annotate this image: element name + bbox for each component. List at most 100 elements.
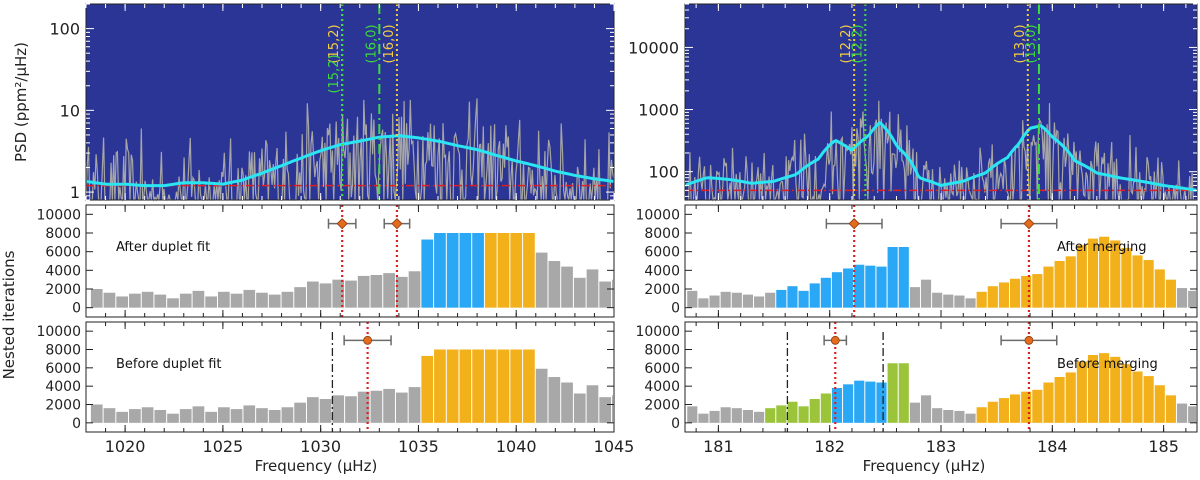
nested-iterations-y-axis-label: Nested iterations [0,250,18,379]
right-before-merging-panel: Before merging 0 2000 4000 6000 8000 10000 [635,321,1198,433]
right-after-estimate-marker-0 [848,218,860,230]
left-xtick-label-0: 1020 [105,437,146,456]
right-psd-ytick-label-2: 10000 [628,38,679,57]
right-before-bar [1110,356,1121,423]
left-after-ytick-label-2: 4000 [45,263,81,279]
left-before-bar [116,411,129,423]
left-before-ytick-label-4: 8000 [45,343,81,359]
right-xtick-label-2: 183 [926,437,957,456]
left-before-bar [230,409,243,423]
right-after-bar [898,247,909,308]
left-after-bar [561,266,573,308]
right-before-bar [887,363,898,423]
right-before-bar [1154,385,1165,423]
right-before-bar [920,395,932,423]
left-psd-panel: (15,2)(15,2) (16,0) (16,0) 1 10 100 [49,3,615,203]
right-after-ytick-label-2: 4000 [644,263,680,279]
right-after-bar [954,295,965,308]
right-before-bar [809,399,820,423]
left-after-bar [472,233,484,308]
right-before-bar [898,363,909,423]
right-after-bar [920,279,932,308]
left-before-ytick-label-3: 6000 [45,361,81,377]
left-after-bar [230,293,243,308]
right-after-bar [1043,266,1054,308]
left-after-bar [116,296,129,308]
right-after-ytick-label-4: 8000 [644,226,680,242]
right-before-bar [1021,391,1032,423]
right-after-bar [709,295,720,308]
left-psd-smoothed-spectrum [85,134,615,188]
left-before-bar [268,410,281,423]
left-before-bar [319,399,332,423]
left-before-bar [561,382,573,423]
left-before-bar [281,407,294,423]
right-after-bar [932,292,943,308]
left-after-bar [446,233,459,308]
right-after-bar [1154,269,1165,308]
left-after-bar [179,293,192,308]
left-before-bar [586,385,599,423]
left-after-bar [306,281,319,308]
right-before-ytick-label-3: 6000 [644,361,680,377]
left-before-bar [205,411,217,423]
left-after-bar [345,280,357,308]
left-after-bar [421,239,434,308]
right-before-bar [1065,372,1076,423]
right-before-ytick-label-2: 4000 [644,379,680,395]
right-after-bar [1110,240,1121,308]
left-after-bar [90,289,103,308]
right-before-bar [820,393,831,423]
left-after-bar [548,261,561,308]
right-before-bar [831,388,843,423]
left-before-bar [306,397,319,423]
right-before-bar [1043,382,1054,423]
left-psd-frame [85,3,615,201]
left-after-bar [103,292,116,308]
left-after-bar [408,271,421,308]
left-before-bar [383,388,395,423]
right-before-bar [687,406,698,423]
left-after-bar [459,233,472,308]
right-after-bar [809,283,820,308]
left-after-bar [573,277,586,308]
right-psd-panel: (12,2)(12,2) (13,0)(13,0) 100 1000 10000 [628,3,1198,203]
right-before-bar [754,411,765,423]
right-xtick-label-4: 185 [1148,437,1179,456]
left-after-bar [395,276,408,308]
right-before-bar [1165,395,1176,423]
right-after-bar [1032,274,1043,308]
left-x-axis-label: Frequency (µHz) [255,457,378,475]
left-before-bar [459,349,472,423]
right-after-bar [831,272,843,308]
right-before-bar [965,413,976,423]
right-before-bar [1010,394,1021,423]
left-xtick-label-5: 1045 [594,437,635,456]
right-after-bar [843,268,854,308]
left-after-bar [434,233,446,308]
right-after-bar [943,294,954,308]
left-after-estimate-marker-1 [391,218,403,230]
right-before-ytick-label-1: 2000 [644,398,680,414]
right-after-bar [965,298,976,308]
left-xtick-label-4: 1040 [496,437,537,456]
left-before-bar [243,405,256,423]
right-after-bar [1099,236,1110,308]
left-xtick-label-1: 1025 [203,437,244,456]
left-before-bar [510,349,523,423]
right-before-bar [1076,361,1087,423]
right-after-bar [865,265,876,308]
right-after-ytick-label-5: 10000 [635,207,680,223]
left-before-bar [256,408,268,423]
left-before-bar [192,406,205,423]
right-after-bar [687,290,698,308]
left-psd-mode-label-0: (15,2) [327,24,342,63]
right-after-bar [765,292,776,308]
right-before-estimate-marker-1 [1024,335,1034,345]
left-before-estimate-marker-0 [363,335,373,345]
left-before-bar [421,355,434,423]
right-after-bar [909,287,920,308]
left-before-bar [90,404,103,423]
right-psd-mode-label-0: (12,2) [839,24,854,63]
left-after-ytick-label-4: 8000 [45,226,81,242]
